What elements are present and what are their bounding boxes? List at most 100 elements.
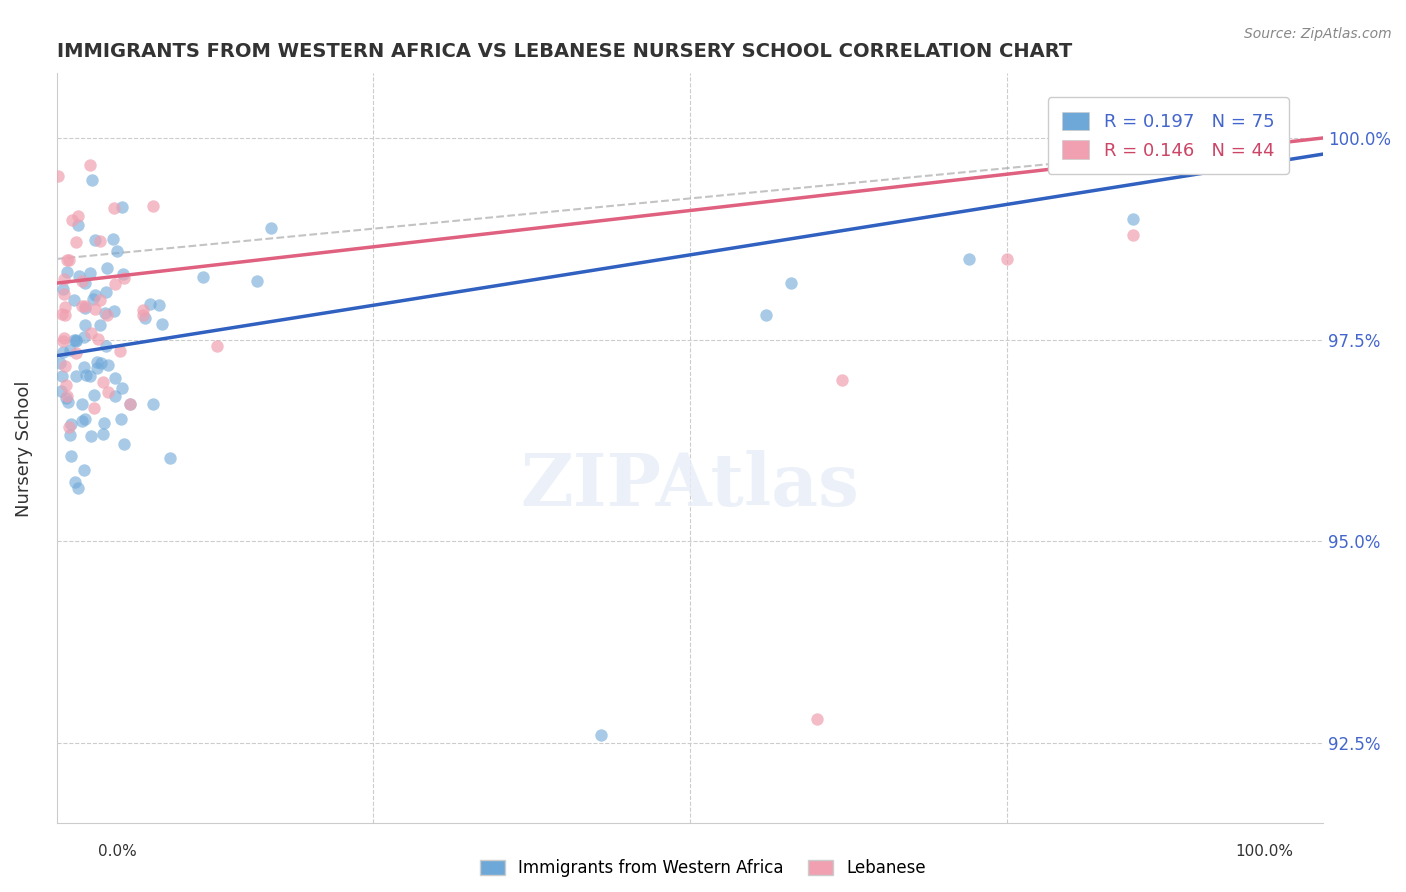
Point <box>52 271 75 285</box>
Point <box>80 326 103 340</box>
Point <box>83 302 105 317</box>
Point <box>97 384 120 399</box>
Y-axis label: Nursery School: Nursery School <box>15 380 32 516</box>
Point <box>52 287 75 301</box>
Point <box>118 397 141 411</box>
Point <box>73 329 96 343</box>
Point <box>63 333 86 347</box>
Point <box>148 298 170 312</box>
Point <box>83 388 105 402</box>
Point <box>93 426 115 441</box>
Point <box>80 429 103 443</box>
Point <box>62 293 84 307</box>
Point <box>111 381 134 395</box>
Point <box>73 299 96 313</box>
Point <box>65 235 87 250</box>
Point <box>55 308 77 322</box>
Point <box>191 270 214 285</box>
Point <box>86 361 108 376</box>
Point <box>831 373 853 387</box>
Point <box>755 309 778 323</box>
Point <box>159 451 181 466</box>
Point <box>105 244 128 258</box>
Point <box>67 269 90 284</box>
Point <box>591 728 613 742</box>
Point <box>89 234 111 248</box>
Point <box>55 378 77 392</box>
Point <box>58 252 80 267</box>
Point <box>132 308 155 322</box>
Legend: Immigrants from Western Africa, Lebanese: Immigrants from Western Africa, Lebanese <box>472 853 934 884</box>
Point <box>806 712 828 726</box>
Point <box>60 213 83 227</box>
Point <box>108 343 131 358</box>
Point <box>52 282 75 296</box>
Point <box>72 397 94 411</box>
Point <box>957 252 980 266</box>
Point <box>56 252 79 267</box>
Text: ZIPAtlas: ZIPAtlas <box>520 450 859 522</box>
Point <box>1122 227 1144 242</box>
Point <box>101 232 124 246</box>
Point <box>90 356 112 370</box>
Point <box>96 309 118 323</box>
Point <box>73 360 96 375</box>
Point <box>260 220 283 235</box>
Point <box>103 277 125 292</box>
Point <box>80 173 103 187</box>
Point <box>114 437 136 451</box>
Point <box>67 209 90 223</box>
Point <box>103 371 125 385</box>
Point <box>96 261 118 276</box>
Point <box>780 276 803 290</box>
Point <box>84 288 107 302</box>
Point <box>1122 211 1144 226</box>
Point <box>79 368 101 383</box>
Point <box>132 302 155 317</box>
Point <box>52 345 75 359</box>
Point <box>65 368 87 383</box>
Point <box>52 334 75 348</box>
Point <box>60 449 83 463</box>
Point <box>139 297 162 311</box>
Point <box>63 475 86 490</box>
Point <box>55 359 77 373</box>
Point <box>995 252 1018 266</box>
Point <box>75 412 97 426</box>
Point <box>75 368 97 383</box>
Point <box>59 427 82 442</box>
Point <box>49 384 72 398</box>
Point <box>65 334 87 348</box>
Point <box>51 307 73 321</box>
Point <box>56 265 79 279</box>
Point <box>86 354 108 368</box>
Point <box>134 310 156 325</box>
Text: Source: ZipAtlas.com: Source: ZipAtlas.com <box>1244 27 1392 41</box>
Point <box>65 345 87 359</box>
Point <box>79 158 101 172</box>
Point <box>118 397 141 411</box>
Point <box>56 395 79 409</box>
Point <box>73 318 96 332</box>
Point <box>91 375 114 389</box>
Point <box>79 266 101 280</box>
Point <box>70 299 93 313</box>
Point <box>97 358 120 372</box>
Point <box>150 318 173 332</box>
Point <box>55 391 77 405</box>
Point <box>70 274 93 288</box>
Point <box>103 303 125 318</box>
Point <box>96 339 118 353</box>
Legend: R = 0.197   N = 75, R = 0.146   N = 44: R = 0.197 N = 75, R = 0.146 N = 44 <box>1047 97 1289 174</box>
Point <box>103 201 125 215</box>
Point <box>59 343 82 357</box>
Point <box>89 318 111 333</box>
Point <box>59 417 82 431</box>
Point <box>89 293 111 307</box>
Point <box>246 274 269 288</box>
Point <box>75 276 97 290</box>
Point <box>46 169 69 183</box>
Text: IMMIGRANTS FROM WESTERN AFRICA VS LEBANESE NURSERY SCHOOL CORRELATION CHART: IMMIGRANTS FROM WESTERN AFRICA VS LEBANE… <box>56 42 1071 61</box>
Point <box>52 331 75 345</box>
Point <box>55 389 77 403</box>
